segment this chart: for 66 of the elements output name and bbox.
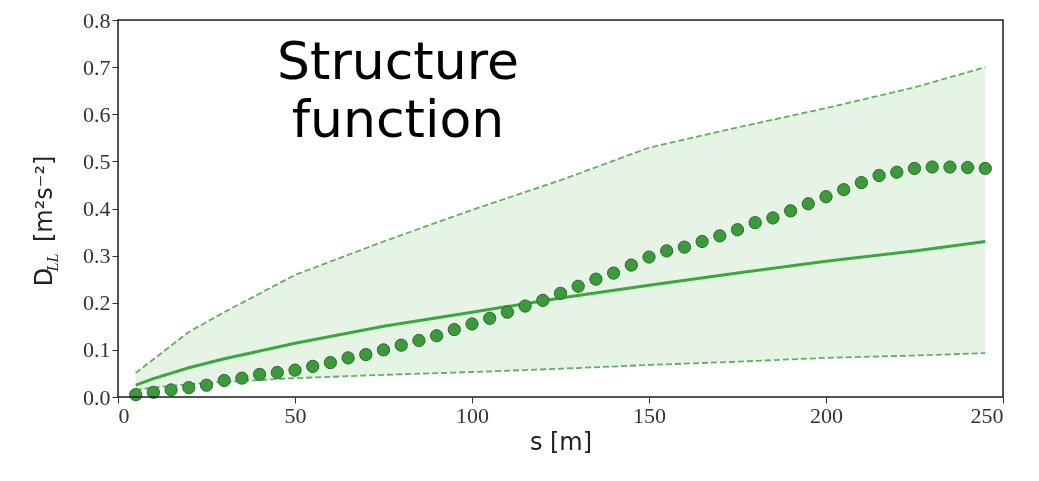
- point: [837, 183, 851, 197]
- point: [483, 311, 497, 325]
- point: [713, 229, 727, 243]
- point: [606, 266, 621, 280]
- y-tick-label: 0.8: [83, 7, 111, 33]
- point: [960, 160, 975, 175]
- point: [164, 383, 178, 397]
- x-tick-label: 250: [970, 402, 1004, 428]
- text: Structure function: [277, 31, 519, 149]
- point: [394, 338, 408, 352]
- point: [518, 299, 532, 313]
- y-tick-label: 0.3: [83, 243, 111, 269]
- point: [766, 211, 780, 225]
- point: [801, 197, 815, 211]
- point: [288, 363, 302, 377]
- point: [978, 161, 992, 176]
- point: [500, 305, 515, 319]
- point: [252, 367, 267, 381]
- y-tick-label: 0.5: [83, 148, 111, 174]
- line-series: [134, 239, 987, 387]
- point: [376, 343, 391, 357]
- point: [217, 373, 231, 388]
- point: [235, 371, 249, 385]
- x-axis-title: s [m]: [529, 427, 593, 456]
- point: [429, 329, 444, 343]
- point: [306, 359, 320, 373]
- point: [890, 165, 904, 179]
- point: [465, 317, 479, 331]
- point: [341, 351, 355, 365]
- point: [624, 258, 638, 272]
- point: [943, 160, 957, 174]
- point: [677, 240, 692, 254]
- point: [695, 234, 709, 249]
- point: [730, 223, 745, 237]
- x-tick-label: 0: [118, 402, 130, 428]
- point: [660, 244, 674, 258]
- x-tick-label: 100: [456, 402, 489, 428]
- y-tick-label: 0.2: [83, 290, 111, 316]
- point: [199, 378, 214, 392]
- point: [748, 216, 762, 230]
- point: [854, 175, 869, 190]
- y-tick-label: 0.4: [83, 196, 111, 221]
- y-tick-label: 0.6: [83, 101, 111, 127]
- point: [536, 293, 550, 308]
- point: [872, 168, 886, 183]
- point: [553, 286, 568, 300]
- point: [925, 160, 939, 174]
- point: [447, 323, 461, 337]
- x-tick-label: 50: [284, 402, 307, 428]
- x-tick-label: 150: [633, 402, 666, 428]
- y-axis-title: DLL [m²s⁻²]: [30, 155, 61, 287]
- y-tick-label: 0.1: [83, 337, 111, 363]
- point: [819, 190, 833, 204]
- y-tick-label: 0.7: [83, 54, 111, 80]
- y-tick-label: 0.0: [83, 384, 111, 410]
- point: [182, 380, 196, 395]
- point: [323, 355, 338, 370]
- point: [359, 347, 373, 362]
- point: [642, 250, 656, 264]
- point: [907, 161, 922, 176]
- point: [571, 279, 585, 293]
- point: [270, 365, 284, 380]
- point: [412, 333, 426, 348]
- point: [783, 204, 798, 218]
- point: [589, 272, 603, 286]
- x-tick-label: 200: [810, 402, 843, 428]
